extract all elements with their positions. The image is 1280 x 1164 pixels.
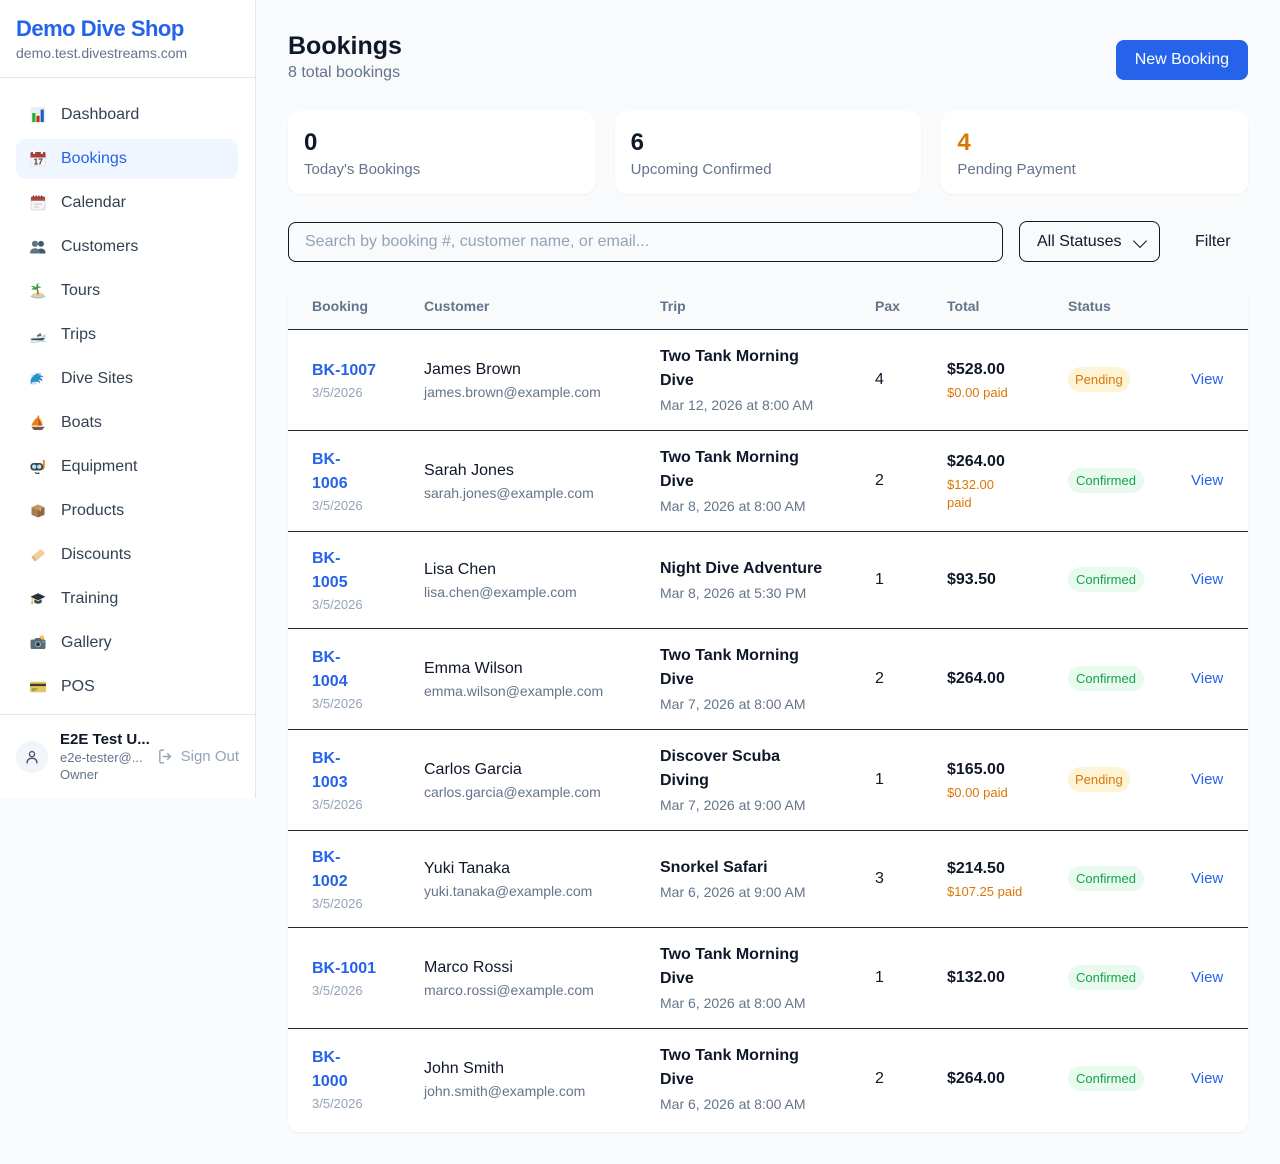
svg-text:17: 17 xyxy=(33,157,43,167)
